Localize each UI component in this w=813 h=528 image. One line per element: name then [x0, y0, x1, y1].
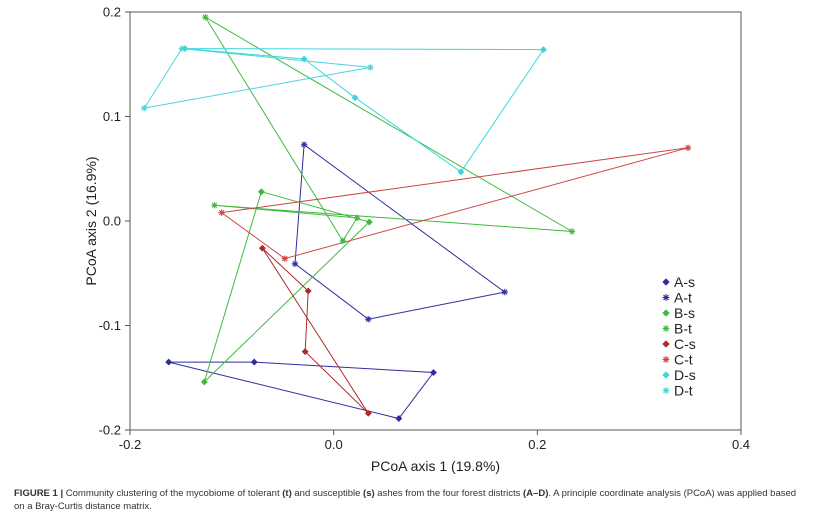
- caption-districts: (A–D): [523, 488, 548, 499]
- legend: A-sA-tB-sB-tC-sC-tD-sD-t: [663, 274, 696, 399]
- legend-label-c-s: C-s: [674, 336, 696, 352]
- figure-caption: FIGURE 1 | Community clustering of the m…: [14, 487, 804, 513]
- legend-marker-b-s: [663, 310, 670, 317]
- data-point-b-s: [258, 189, 264, 195]
- y-tick-label: 0.1: [103, 109, 121, 124]
- x-tick-label: 0.4: [732, 437, 750, 452]
- legend-marker-b-t: [663, 325, 670, 332]
- data-point-b-t: [354, 215, 360, 221]
- series-line-a-t: [295, 145, 505, 320]
- caption-text-3: ashes from the four forest districts: [375, 488, 523, 499]
- series-line-d-t: [144, 49, 370, 109]
- y-tick-label: -0.2: [99, 423, 121, 438]
- data-point-d-t: [367, 64, 373, 70]
- data-point-a-t: [292, 261, 298, 267]
- legend-marker-a-s: [663, 279, 670, 286]
- x-axis-label: PCoA axis 1 (19.8%): [371, 458, 500, 474]
- y-tick-label: 0.0: [103, 214, 121, 229]
- data-point-b-t: [211, 202, 217, 208]
- series-line-a-s: [169, 362, 434, 418]
- legend-marker-d-s: [663, 372, 670, 379]
- series-markers: [141, 14, 691, 422]
- x-tick-label: -0.2: [119, 437, 141, 452]
- legend-label-a-s: A-s: [674, 274, 695, 290]
- pcoa-scatter-chart: -0.2 0.0 0.2 0.4 -0.2 -0.1 0.0 0.1 0.2 PCoA axi…: [0, 0, 813, 482]
- data-point-a-t: [502, 289, 508, 295]
- data-point-a-s: [251, 359, 257, 365]
- data-point-b-t: [340, 238, 346, 244]
- caption-label: FIGURE 1 |: [14, 488, 63, 499]
- data-point-d-t: [141, 105, 147, 111]
- data-point-b-t: [569, 228, 575, 234]
- legend-marker-c-s: [663, 341, 670, 348]
- legend-label-b-t: B-t: [674, 321, 692, 337]
- legend-label-d-s: D-s: [674, 367, 696, 383]
- data-point-c-t: [218, 209, 224, 215]
- y-tick-label: 0.2: [103, 5, 121, 20]
- legend-marker-a-t: [663, 294, 670, 301]
- data-point-a-t: [365, 316, 371, 322]
- legend-marker-c-t: [663, 356, 670, 363]
- data-point-d-s: [540, 46, 546, 52]
- caption-text-1: Community clustering of the mycobiome of…: [63, 488, 282, 499]
- data-point-d-s: [458, 169, 464, 175]
- data-point-b-t: [202, 14, 208, 20]
- legend-label-b-s: B-s: [674, 305, 695, 321]
- legend-label-c-t: C-t: [674, 352, 693, 368]
- caption-susceptible: (s): [363, 488, 375, 499]
- x-tick-label: 0.0: [325, 437, 343, 452]
- y-axis-label: PCoA axis 2 (16.9%): [83, 156, 99, 285]
- legend-label-d-t: D-t: [674, 383, 693, 399]
- y-axis: -0.2 -0.1 0.0 0.1 0.2: [99, 5, 130, 438]
- legend-label-a-t: A-t: [674, 290, 692, 306]
- data-point-a-s: [165, 359, 171, 365]
- y-tick-label: -0.1: [99, 318, 121, 333]
- data-point-d-t: [179, 45, 185, 51]
- x-tick-label: 0.2: [528, 437, 546, 452]
- data-point-c-t: [685, 145, 691, 151]
- x-axis: -0.2 0.0 0.2 0.4: [119, 430, 750, 452]
- caption-tolerant: (t): [282, 488, 292, 499]
- data-point-c-t: [282, 255, 288, 261]
- series-lines: [144, 17, 688, 418]
- caption-text-2: and susceptible: [292, 488, 363, 499]
- legend-marker-d-t: [663, 387, 670, 394]
- series-line-c-t: [222, 148, 688, 259]
- data-point-a-t: [301, 142, 307, 148]
